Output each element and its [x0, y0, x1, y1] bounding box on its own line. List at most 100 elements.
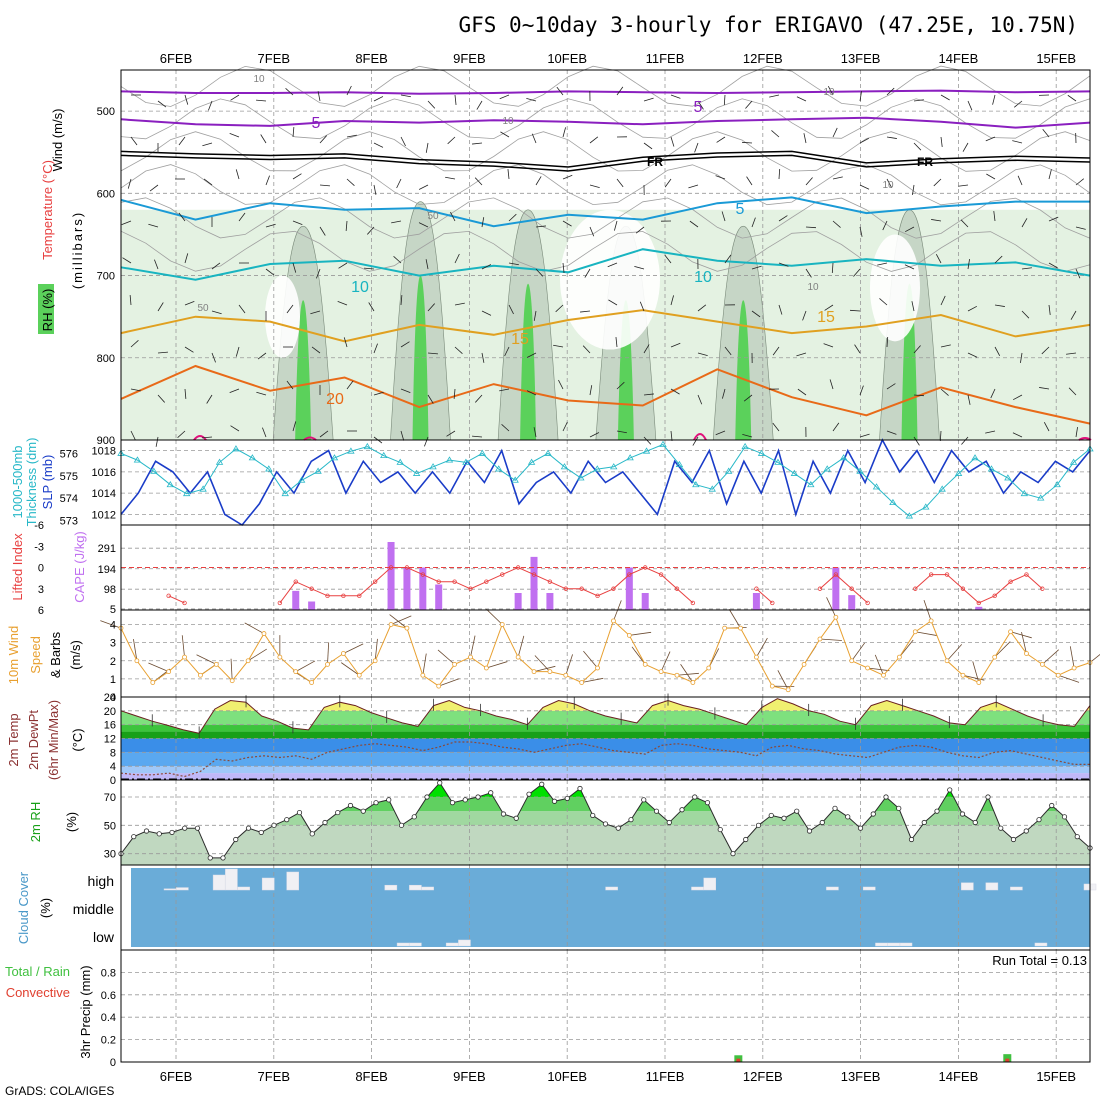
- wind-barb: [993, 211, 996, 222]
- wind-barb: [184, 253, 189, 264]
- wind-barb: [994, 346, 1001, 357]
- rh2m-marker: [679, 807, 685, 813]
- wind-barb: [616, 86, 624, 96]
- wind-barb: [310, 310, 321, 315]
- cape-bar: [530, 556, 538, 610]
- lifted-index-tick-label: 6: [38, 605, 44, 617]
- wind-speed-marker: [229, 678, 235, 684]
- rh2m-marker: [590, 812, 596, 819]
- wind-barb: [1012, 394, 1023, 401]
- thickness-marker: [380, 451, 388, 459]
- rh2m-marker: [1010, 836, 1017, 843]
- wind-barb: [346, 85, 352, 96]
- lifted-index-line: [279, 566, 694, 604]
- rh2m-marker: [373, 800, 379, 806]
- wind-barb: [481, 264, 492, 270]
- wind-barb: [643, 436, 652, 445]
- wind-speed-marker: [340, 651, 346, 656]
- cape-bar: [975, 606, 983, 610]
- rh2m-marker: [551, 798, 558, 804]
- thickness-marker: [626, 454, 634, 461]
- wind-barb: [177, 430, 186, 438]
- wind-barb-10m: [533, 665, 556, 673]
- thickness-marker: [774, 458, 782, 465]
- date-label-bottom: 11FEB: [646, 1069, 685, 1084]
- wind-speed-marker: [452, 661, 457, 667]
- wind-barb: [1048, 216, 1059, 222]
- rh2m-marker: [143, 828, 150, 834]
- lifted-index-marker: [770, 600, 775, 606]
- axis-title-wind: Wind (m/s): [50, 109, 65, 172]
- wind-barb: [122, 257, 132, 264]
- thickness-marker: [412, 469, 421, 476]
- rh2m-marker: [755, 822, 762, 828]
- wind-barb: [556, 86, 564, 96]
- axis-title-wind-3: & Barbs: [48, 631, 63, 678]
- rh2m-marker: [449, 800, 456, 806]
- wind-barb: [967, 352, 978, 358]
- wind-barb: [202, 436, 213, 439]
- wind-barb: [912, 184, 915, 195]
- rh2m-marker: [947, 787, 953, 793]
- wind-speed-marker: [865, 665, 871, 671]
- precip-convective-bar: [736, 1058, 741, 1062]
- lifted-index-marker: [166, 593, 171, 599]
- wind-barb-10m: [1089, 653, 1100, 663]
- rh2m-marker: [717, 826, 723, 833]
- date-label-top: 12FEB: [743, 51, 783, 66]
- thickness-marker: [807, 480, 815, 488]
- cloud-cover-bar: [826, 886, 839, 891]
- wind-barb: [985, 430, 996, 434]
- contour-label: 15: [817, 309, 835, 326]
- rh-contour-line: [120, 164, 1091, 206]
- wind-barb: [373, 343, 378, 354]
- rh2m-marker: [488, 790, 494, 796]
- thickness-marker: [1020, 489, 1029, 497]
- wind-barb: [476, 100, 483, 110]
- pressure-tick-label: 800: [97, 353, 115, 365]
- rh-plume-core: [412, 275, 429, 440]
- wind-barb: [286, 304, 294, 314]
- thickness-marker: [544, 449, 552, 456]
- wind-speed-marker: [928, 618, 934, 624]
- wind-barb: [994, 304, 1005, 307]
- cloud-cover-bar: [261, 877, 275, 891]
- wind-barb: [913, 345, 921, 354]
- thickness-marker: [265, 465, 273, 472]
- wind-barb: [229, 388, 240, 393]
- thickness-marker: [1004, 474, 1012, 481]
- wind-barb: [670, 388, 680, 395]
- wind-barb: [230, 94, 240, 101]
- axis-title-temperature: Temperature (°C): [40, 160, 55, 260]
- rh2m-marker: [692, 794, 698, 800]
- rh2m-marker: [462, 797, 468, 803]
- wind-barb-10m: [819, 638, 842, 641]
- isotherm-10: [120, 248, 1091, 281]
- wind-barb: [345, 220, 348, 231]
- date-label-top: 7FEB: [258, 51, 291, 66]
- contour-label: 10: [807, 282, 819, 293]
- thickness-marker: [856, 467, 864, 474]
- lifted-index-marker: [595, 593, 600, 599]
- lifted-index-line: [168, 595, 185, 604]
- axis-title-temp-3: (6hr Min/Max): [46, 700, 61, 780]
- wind-barb: [724, 346, 732, 356]
- wind-barb: [501, 424, 510, 432]
- temperature-band: [121, 731, 1090, 739]
- pressure-tick-label: 700: [97, 271, 115, 283]
- labels-layer: 6FEB6FEB7FEB7FEB8FEB8FEB9FEB9FEB10FEB10F…: [5, 51, 1087, 1084]
- wind-barb: [1021, 218, 1028, 228]
- wind-speed-marker: [642, 661, 648, 667]
- wind-barb-10m: [517, 635, 525, 658]
- wind-barb: [692, 436, 699, 446]
- lifted-index-marker: [293, 579, 298, 584]
- wind-barb: [1070, 310, 1077, 320]
- wind-barb: [688, 184, 699, 189]
- wind-barb-10m: [676, 672, 699, 676]
- wind-barb: [400, 295, 403, 306]
- thickness-marker: [495, 465, 503, 472]
- wind-barb: [940, 388, 949, 396]
- cloud-cover-bar: [409, 942, 422, 947]
- wind-barb: [589, 385, 593, 396]
- wind-barb: [368, 302, 375, 312]
